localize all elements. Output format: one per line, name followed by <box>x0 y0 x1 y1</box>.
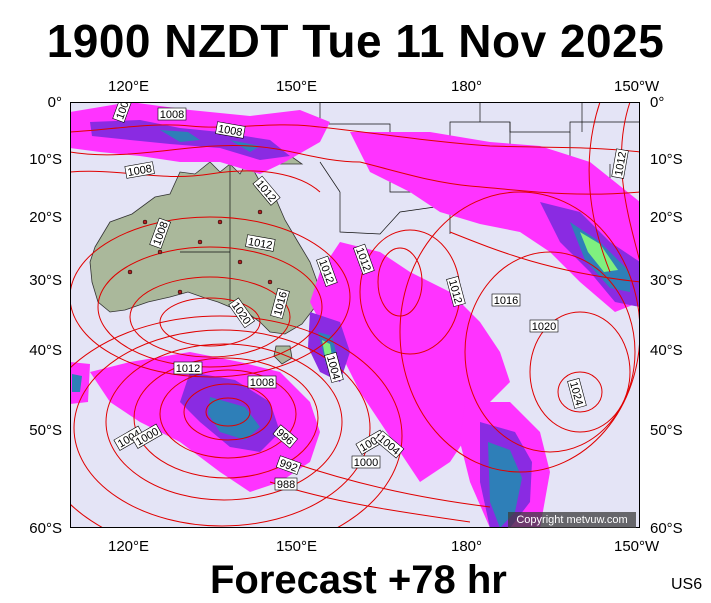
isobar-label: 1008 <box>160 109 184 121</box>
right-lat-label: 0° <box>650 94 665 111</box>
map-frame <box>70 102 640 528</box>
isobar-label: 1020 <box>532 321 556 333</box>
right-lat-label: 60°S <box>650 520 683 537</box>
right-lat-label: 50°S <box>650 422 683 439</box>
bottom-lon-label: 120°E <box>108 538 150 555</box>
station-markers <box>127 209 273 295</box>
right-lat-label: 20°S <box>650 209 683 226</box>
isobar-label: 1008 <box>127 163 153 179</box>
copyright-badge: Copyright metvuw.com <box>508 512 636 528</box>
left-lat-label: 20°S <box>29 209 62 226</box>
isobar-label: 1012 <box>613 151 629 177</box>
isobar-label: 1012 <box>247 236 273 252</box>
left-lat-label: 50°S <box>29 422 62 439</box>
right-lat-label: 30°S <box>650 272 683 289</box>
isobar-labels: 1008 1008 1008 1008 1008 1012 1012 1012 … <box>112 102 629 491</box>
isobar-label: 1012 <box>176 363 200 375</box>
top-lon-label: 180° <box>451 78 483 95</box>
isobar-label: 1016 <box>494 295 518 307</box>
weather-map: 1008 1008 1008 1008 1008 1012 1012 1012 … <box>70 102 640 528</box>
forecast-label: Forecast +78 hr <box>210 558 507 602</box>
isobar-label: 988 <box>277 479 295 491</box>
left-lat-label: 30°S <box>29 272 62 289</box>
bottom-lon-label: 150°W <box>614 538 660 555</box>
right-lat-label: 40°S <box>650 342 683 359</box>
model-code: US6 <box>671 576 703 593</box>
top-lon-label: 120°E <box>108 78 150 95</box>
isobars <box>70 102 640 528</box>
isobar-label: 1008 <box>217 123 243 139</box>
left-lat-label: 10°S <box>29 151 62 168</box>
isobar-label: 992 <box>278 457 299 475</box>
left-lat-label: 0° <box>47 94 62 111</box>
left-lat-label: 60°S <box>29 520 62 537</box>
left-lat-label: 40°S <box>29 342 62 359</box>
bottom-lon-label: 180° <box>451 538 483 555</box>
top-lon-label: 150°E <box>276 78 318 95</box>
isobar-label: 1000 <box>354 457 378 469</box>
top-lon-label: 150°W <box>614 78 660 95</box>
right-lat-label: 10°S <box>650 151 683 168</box>
isobar-label: 1008 <box>250 377 274 389</box>
bottom-lon-label: 150°E <box>276 538 318 555</box>
map-title: 1900 NZDT Tue 11 Nov 2025 <box>46 15 665 67</box>
